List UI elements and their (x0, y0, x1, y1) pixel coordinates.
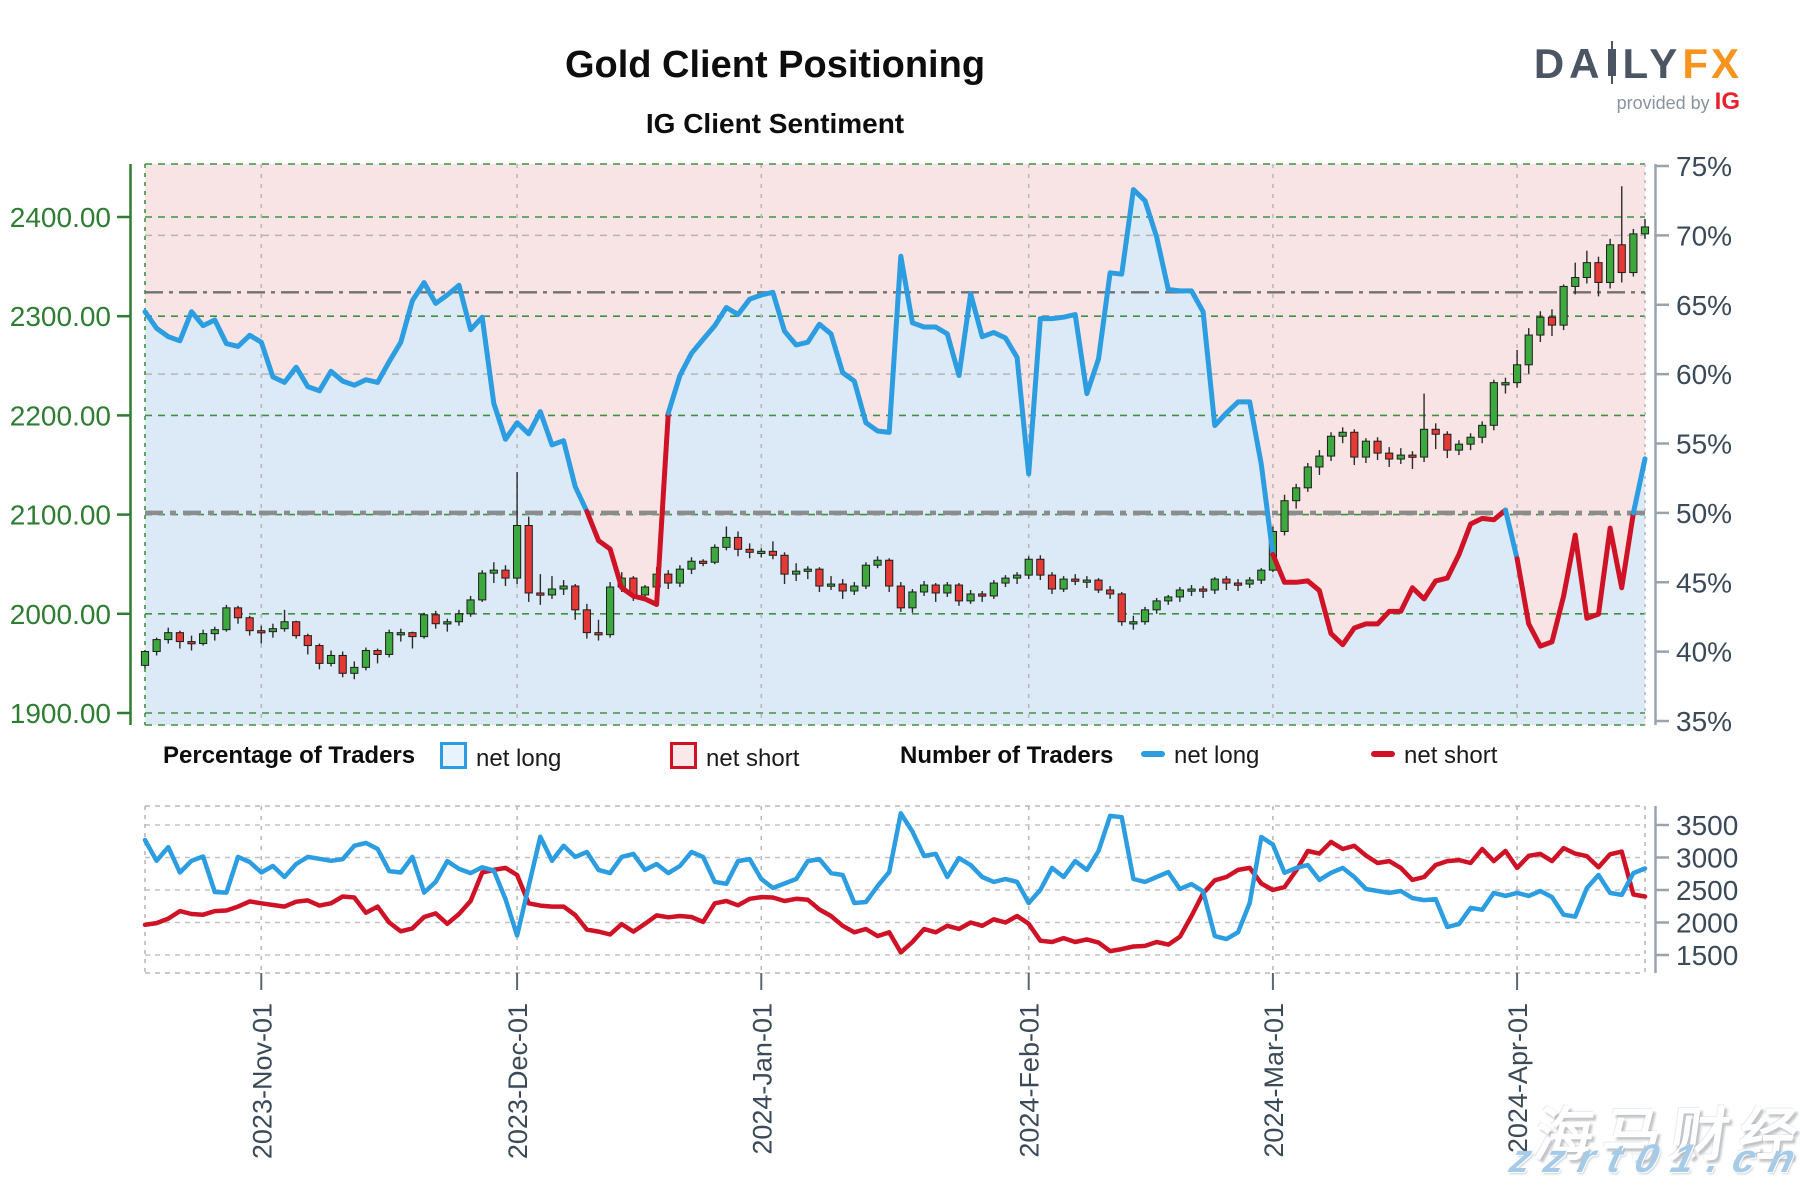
watermark-url: zzrt01.cn (1505, 1137, 1800, 1181)
logo-text-ly: LY (1622, 40, 1683, 87)
svg-text:2023-Dec-01: 2023-Dec-01 (503, 1003, 533, 1159)
svg-text:2024-Jan-01: 2024-Jan-01 (747, 1003, 777, 1155)
svg-text:2500: 2500 (1676, 875, 1738, 906)
logo-text-fx: FX (1682, 40, 1742, 87)
candlestick-i-icon (1607, 41, 1616, 84)
main-axes: 2400.00 2300.00 2200.00 2100.00 2000.00 1900.… (10, 151, 1732, 737)
svg-text:2400.00: 2400.00 (10, 202, 111, 233)
legend-num-net-short: net short (1371, 742, 1497, 770)
svg-text:2200.00: 2200.00 (10, 400, 111, 431)
dailyfx-logo: DA LYFX (1534, 40, 1742, 88)
legend-pct-net-short: net short (670, 742, 799, 773)
provided-by-ig: provided by IG (1617, 88, 1740, 116)
watermark: 海马财经 zzrt01.cn (1505, 1088, 1800, 1181)
ig-logo: IG (1714, 88, 1740, 115)
svg-text:2000: 2000 (1676, 908, 1738, 939)
svg-text:2024-Apr-01: 2024-Apr-01 (1503, 1003, 1533, 1153)
legend-num-net-long: net long (1141, 742, 1259, 770)
svg-text:70%: 70% (1676, 220, 1732, 251)
svg-text:2024-Mar-01: 2024-Mar-01 (1259, 1003, 1289, 1158)
svg-text:1500: 1500 (1676, 940, 1738, 971)
provided-by-label: provided by (1616, 93, 1710, 113)
svg-text:50%: 50% (1676, 498, 1732, 529)
page-title: Gold Client Positioning (564, 44, 986, 86)
legend-number-of-traders: Number of Traders (900, 742, 1114, 769)
candlesticks (140, 186, 1650, 680)
svg-text:2100.00: 2100.00 (10, 500, 111, 531)
legend-pct-net-long: net long (440, 742, 561, 773)
lower-gridlines (144, 805, 1646, 974)
svg-text:3500: 3500 (1676, 810, 1738, 841)
net-long-line-icon (1141, 751, 1165, 757)
net-short-swatch-icon (670, 742, 697, 769)
svg-text:2000.00: 2000.00 (10, 599, 111, 630)
svg-text:75%: 75% (1676, 151, 1732, 182)
svg-text:60%: 60% (1676, 359, 1732, 390)
svg-text:3000: 3000 (1676, 843, 1738, 874)
lower-series (142, 811, 1648, 955)
svg-text:40%: 40% (1676, 637, 1732, 668)
svg-text:2024-Feb-01: 2024-Feb-01 (1015, 1003, 1045, 1158)
svg-text:1900.00: 1900.00 (10, 698, 111, 729)
legend-percentage-of-traders: Percentage of Traders (163, 742, 416, 769)
net-short-line-icon (1371, 751, 1395, 757)
svg-text:55%: 55% (1676, 429, 1732, 460)
svg-text:2300.00: 2300.00 (10, 301, 111, 332)
svg-text:65%: 65% (1676, 290, 1732, 321)
sentiment-line (142, 187, 1648, 649)
svg-text:45%: 45% (1676, 567, 1732, 598)
net-long-swatch-icon (440, 742, 467, 769)
chart-subtitle: IG Client Sentiment (645, 108, 905, 139)
date-axis: 2023-Nov-01 2023-Dec-01 2024-Jan-01 2024-Fe… (247, 973, 1533, 1159)
svg-text:35%: 35% (1676, 706, 1732, 737)
svg-text:2023-Nov-01: 2023-Nov-01 (247, 1003, 277, 1159)
logo-text-da: DA (1533, 40, 1605, 87)
